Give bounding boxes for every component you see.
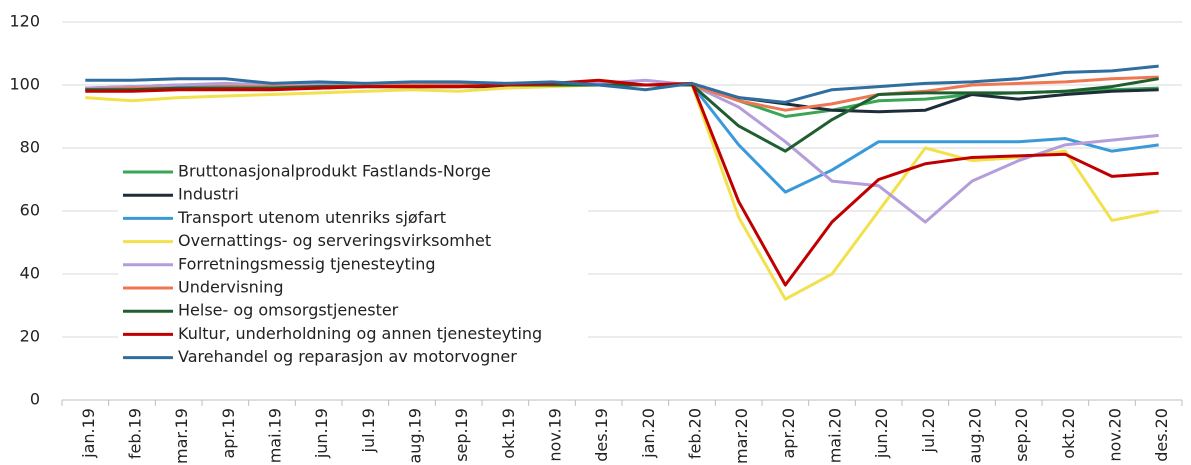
x-tick-label: des.20 [1152, 408, 1171, 462]
x-tick-label: aug.19 [406, 408, 425, 464]
y-tick-label: 20 [20, 327, 40, 346]
x-tick-label: mar.19 [172, 408, 191, 464]
legend-label: Transport utenom utenriks sjøfart [177, 208, 446, 227]
x-tick-label: mar.20 [732, 408, 751, 464]
x-tick-label: mai.19 [266, 408, 285, 463]
x-tick-label: feb.19 [126, 408, 145, 459]
x-tick-label: sep.20 [1012, 408, 1031, 462]
x-tick-label: jul.19 [359, 408, 378, 453]
legend-label: Bruttonasjonalprodukt Fastlands-Norge [178, 162, 491, 181]
x-tick-label: jul.20 [919, 408, 938, 453]
legend-label: Forretningsmessig tjenesteyting [178, 254, 436, 273]
x-tick-label: jun.20 [872, 408, 891, 459]
legend-box [118, 160, 588, 370]
y-tick-label: 60 [20, 201, 40, 220]
x-tick-label: des.19 [592, 408, 611, 462]
y-tick-label: 100 [9, 75, 40, 94]
legend: Bruttonasjonalprodukt Fastlands-Norge Ind… [118, 160, 588, 370]
y-tick-label: 120 [9, 12, 40, 31]
series-line [85, 78, 1159, 287]
series-line [85, 77, 1159, 153]
legend-label: Overnattings- og serveringsvirksomhet [178, 231, 491, 250]
x-tick-label: feb.20 [686, 408, 705, 459]
x-tick-label: apr.19 [219, 408, 238, 459]
x-tick-label: nov.19 [546, 408, 565, 462]
legend-label: Varehandel og reparasjon av motorvogner [178, 347, 517, 366]
legend-label: Kultur, underholdning og annen tjenestey… [178, 324, 542, 343]
legend-label: Undervisning [178, 278, 284, 297]
y-tick-label: 40 [20, 264, 40, 283]
legend-label: Industri [178, 185, 239, 204]
x-tick-label: mai.20 [826, 408, 845, 463]
y-tick-label: 0 [30, 390, 40, 409]
x-tick-label: jun.19 [312, 408, 331, 459]
x-tick-label: jan.19 [79, 408, 98, 459]
x-tick-label: nov.20 [1106, 408, 1125, 462]
x-tick-label: aug.20 [966, 408, 985, 464]
x-tick-label: okt.20 [1059, 408, 1078, 459]
series-line [85, 64, 1159, 104]
x-tick-label: jan.20 [639, 408, 658, 459]
y-tick-label: 80 [20, 138, 40, 157]
x-tick-label: apr.20 [779, 408, 798, 459]
x-tick-label: sep.19 [452, 408, 471, 462]
x-tick-label: okt.19 [499, 408, 518, 459]
legend-label: Helse- og omsorgstjenester [178, 301, 399, 320]
